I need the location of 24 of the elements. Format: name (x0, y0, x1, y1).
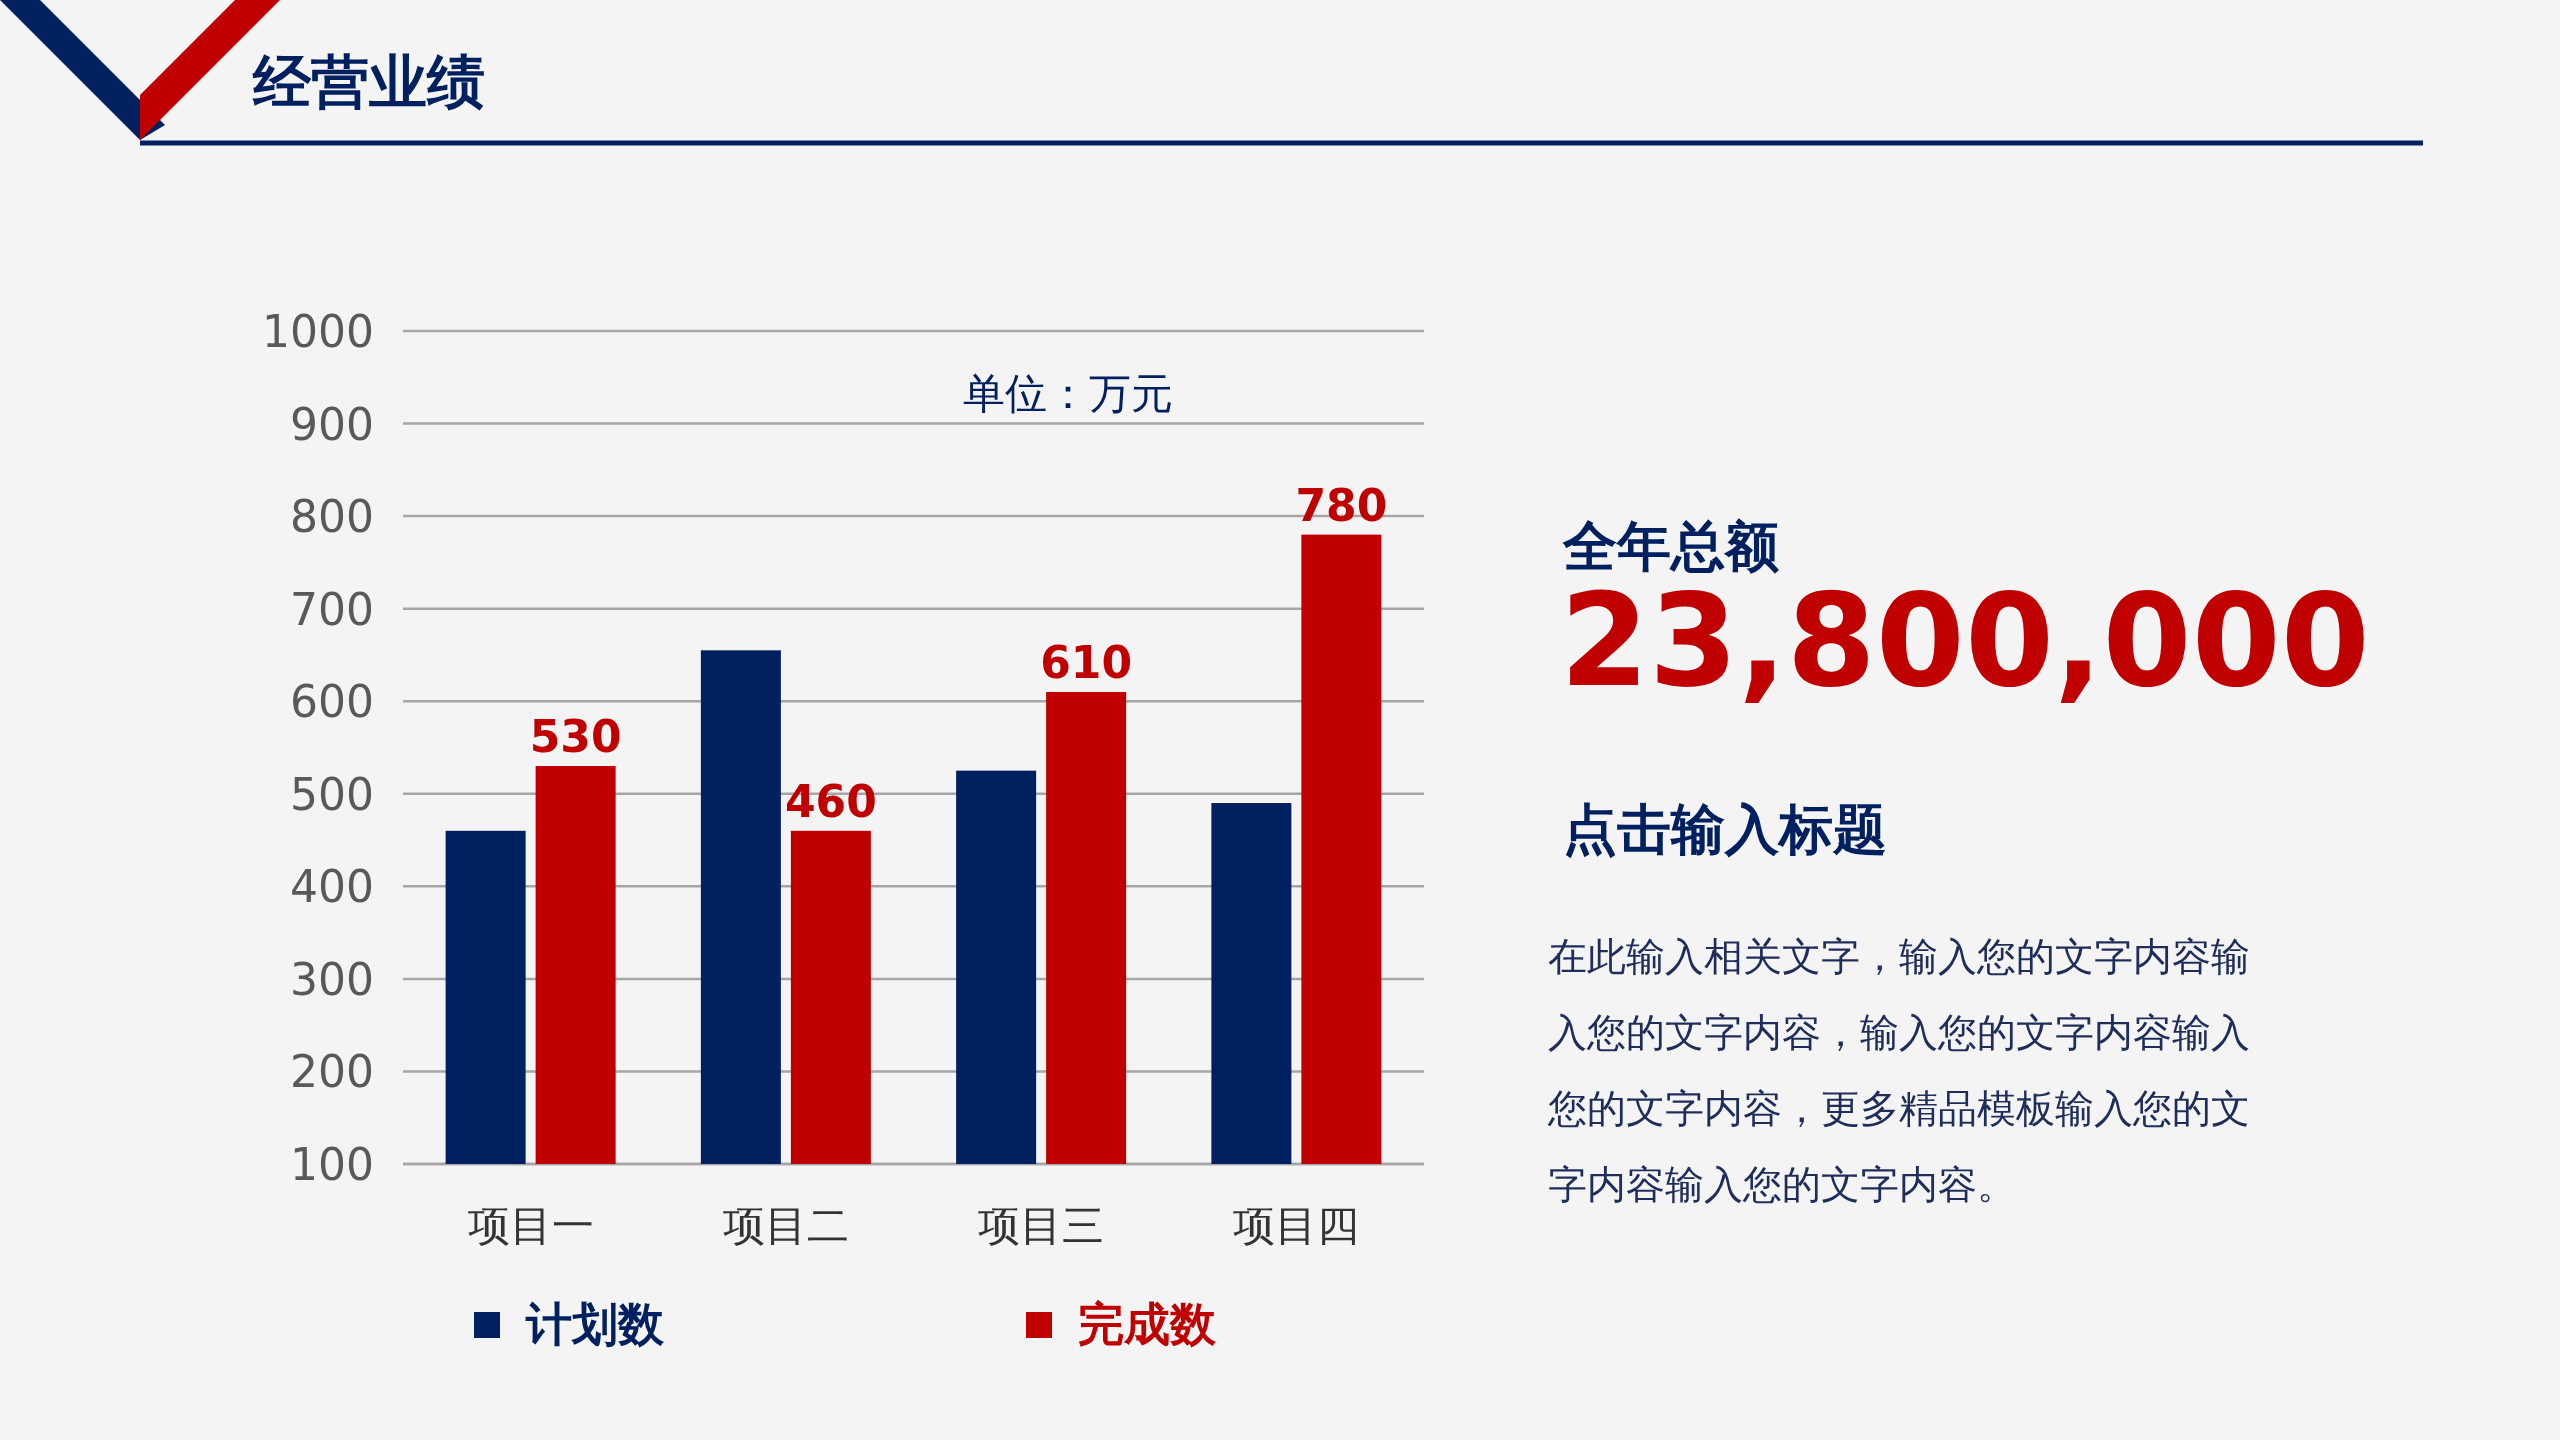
x-tick-label: 项目三 (978, 1201, 1105, 1250)
data-label: 460 (784, 775, 877, 827)
data-label: 780 (1295, 479, 1388, 531)
x-tick-label: 项目二 (722, 1201, 849, 1250)
y-tick-label: 900 (290, 398, 374, 450)
x-tick-label: 项目一 (467, 1201, 594, 1250)
y-tick-label: 200 (290, 1046, 374, 1098)
legend-label: 完成数 (1078, 1297, 1217, 1351)
data-label: 610 (1040, 636, 1133, 688)
y-tick-label: 100 (290, 1139, 374, 1190)
data-label: 530 (529, 711, 622, 763)
y-tick-label: 300 (290, 953, 374, 1005)
y-tick-label: 700 (290, 583, 374, 635)
annotation: 单位：万元 (963, 369, 1173, 418)
y-tick-label: 400 (290, 861, 374, 913)
legend-label: 计划数 (525, 1297, 665, 1351)
y-tick-label: 600 (290, 676, 374, 728)
chart-title: 经营业绩 (252, 48, 485, 116)
y-tick-label: 500 (290, 768, 374, 820)
y-tick-label: 800 (290, 491, 374, 543)
text: 在此输入相关文字，输入您的文字内容输入您的文字内容，输入您的文字内容输入您的文字内容，更多精品模板输入您的文字内容输入您的文字内容。 (1547, 934, 2250, 1207)
y-tick-label: 1000 (262, 306, 374, 357)
text: 点击输入标题 (1563, 798, 1887, 861)
x-tick-label: 项目四 (1233, 1201, 1360, 1250)
